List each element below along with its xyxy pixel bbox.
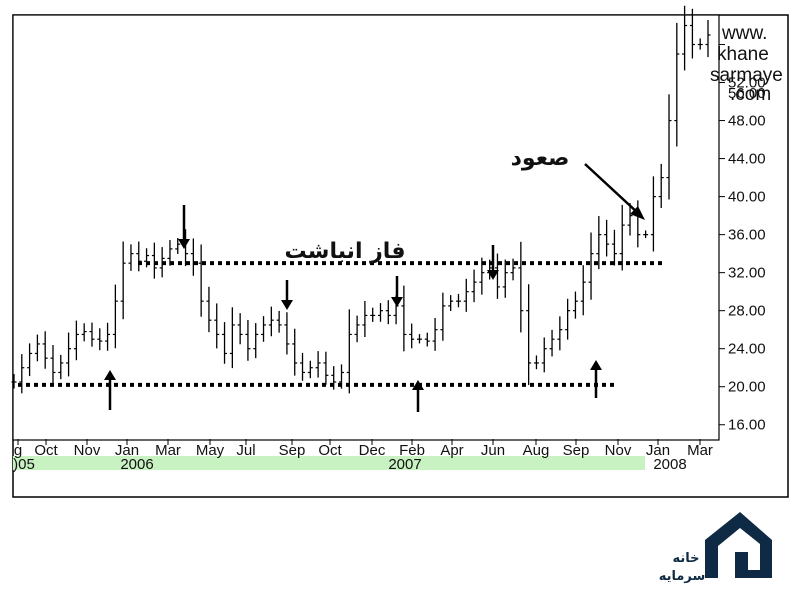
year-label: 2008: [653, 456, 686, 473]
arrow-down-icon-head: [281, 300, 293, 310]
y-tick-label: 40.00: [728, 189, 766, 206]
markup-arrow-icon-shaft: [584, 163, 639, 214]
arrow-up-icon: [104, 370, 116, 410]
arrow-up-icon-head: [590, 360, 602, 370]
arrow-up-icon: [590, 360, 602, 398]
arrow-down-icon-head: [178, 239, 190, 249]
logo-text-1: خانه: [672, 551, 699, 566]
watermark-line-3: sarmaye: [710, 65, 783, 86]
watermark-line-2: khane: [717, 44, 769, 65]
plot-area: [12, 14, 720, 441]
x-tick-label: Dec: [359, 442, 386, 459]
arrow-down-icon-head: [487, 270, 499, 280]
x-tick-label: Mar: [155, 442, 181, 459]
year-band: [13, 456, 645, 470]
x-tick-label: Sep: [563, 442, 590, 459]
accumulation-phase-label: فاز انباشت: [285, 239, 406, 264]
level-lines: [18, 261, 664, 387]
x-tick-label: May: [196, 442, 225, 459]
y-tick-label: 52.00: [728, 75, 766, 92]
arrow-down-icon: [391, 276, 403, 307]
watermark-line-4: .com: [730, 84, 771, 105]
x-tick-label: Oct: [34, 442, 58, 459]
logo-text-2: سرمایه: [659, 569, 706, 584]
arrow-down-icon: [178, 205, 190, 249]
y-tick-label: 44.00: [728, 151, 766, 168]
x-tick-label: Feb: [399, 442, 425, 459]
y-tick-label: 24.00: [728, 341, 766, 358]
x-tick-label: Jul: [236, 442, 255, 459]
markup-arrow-icon-head: [630, 206, 645, 220]
arrow-down-icon-head: [391, 297, 403, 307]
year-label: 2007: [388, 456, 421, 473]
price-bars: [11, 5, 711, 394]
y-axis: 16.00 20.00 24.00 28.00 32.00 36.00 40.00 44.00…: [719, 44, 766, 434]
x-tick-label: Jun: [481, 442, 505, 459]
x-tick-label: Oct: [318, 442, 342, 459]
x-tick-label: Mar: [687, 442, 713, 459]
year-label: )05: [13, 456, 35, 473]
y-tick-label: 32.00: [728, 265, 766, 282]
x-tick-label: g: [14, 442, 22, 459]
y-tick-label: 16.00: [728, 417, 766, 434]
x-tick-label: Jan: [115, 442, 139, 459]
markup-label: صعود: [511, 146, 570, 171]
arrow-up-icon: [412, 380, 424, 412]
arrow-up-icon-head: [104, 370, 116, 380]
brand-logo: خانه سرمایه: [659, 512, 772, 584]
arrow-down-icon: [487, 245, 499, 280]
arrow-down-icon: [281, 280, 293, 310]
x-tick-label: Sep: [279, 442, 306, 459]
y-tick-label: 48.00: [728, 113, 766, 130]
arrow-up-icon-head: [412, 380, 424, 390]
x-tick-label: Nov: [605, 442, 632, 459]
y-tick-label: 20.00: [728, 379, 766, 396]
x-tick-label: Aug: [523, 442, 550, 459]
y-tick-label: 36.00: [728, 227, 766, 244]
house-logo-icon: [705, 512, 772, 578]
x-tick-label: Jan: [646, 442, 670, 459]
y-tick-label: 28.00: [728, 303, 766, 320]
watermark-line-1: www.: [721, 23, 767, 44]
x-tick-label: Nov: [74, 442, 101, 459]
y-tick-overlap: 56.00: [728, 85, 766, 102]
x-axis: g Oct Nov Jan Mar May Jul Sep Oct Dec Feb Apr Jun Aug…: [13, 439, 713, 473]
x-tick-label: Apr: [440, 442, 463, 459]
year-label: 2006: [120, 456, 153, 473]
arrows: [104, 163, 645, 412]
